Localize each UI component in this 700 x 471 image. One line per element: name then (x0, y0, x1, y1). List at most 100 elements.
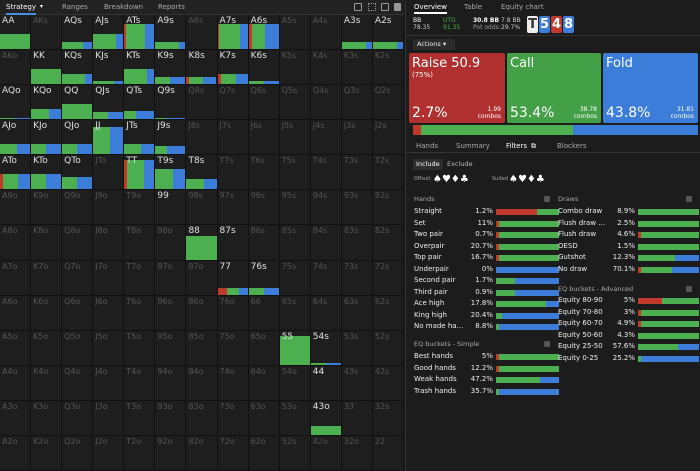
hand-category-row[interactable]: Overpair 20.7% (414, 242, 559, 252)
hand-cell[interactable]: Q9o (62, 190, 94, 226)
filter-icon[interactable]: ⧉ (531, 142, 536, 150)
hand-cell[interactable]: A8s (186, 15, 218, 51)
hand-cell[interactable]: T9s (155, 155, 187, 191)
hand-cell[interactable]: K3o (31, 400, 63, 436)
call-box[interactable]: Call 53.4% 38.78 combos (507, 53, 601, 123)
hand-cell[interactable]: QTs (124, 85, 156, 121)
hand-cell[interactable]: J6s (248, 120, 280, 156)
draws-checkbox[interactable] (686, 196, 692, 202)
hand-cell[interactable]: J4s (310, 120, 342, 156)
hand-cell[interactable]: K4s (310, 50, 342, 86)
hand-cell[interactable]: J8s (186, 120, 218, 156)
hand-cell[interactable]: 55 (279, 330, 311, 366)
hand-cell[interactable]: KTs (124, 50, 156, 86)
hand-cell[interactable]: Q2s (372, 85, 404, 121)
hand-cell[interactable]: 66 (248, 295, 280, 331)
hand-cell[interactable]: J9s (155, 120, 187, 156)
hand-cell[interactable]: A6o (0, 295, 32, 331)
hand-cell[interactable]: 76s (248, 260, 280, 296)
hand-cell[interactable]: 85s (279, 225, 311, 261)
hand-cell[interactable]: K3s (341, 50, 373, 86)
actions-dropdown[interactable]: Actions ▾ (413, 39, 455, 50)
hand-cell[interactable]: JTo (93, 155, 125, 191)
subtab-blockers[interactable]: Blockers (557, 142, 587, 150)
hand-cell[interactable]: Q5s (279, 85, 311, 121)
hand-cell[interactable]: 33 (341, 400, 373, 436)
hand-cell[interactable]: 95o (155, 330, 187, 366)
subtab-hands[interactable]: Hands (416, 142, 439, 150)
hand-cell[interactable]: 75s (279, 260, 311, 296)
grid-small-icon[interactable] (368, 3, 376, 11)
tab-strategy[interactable]: Strategy (6, 0, 36, 15)
hand-cell[interactable]: A4s (310, 15, 342, 51)
hand-cell[interactable]: A9s (155, 15, 187, 51)
hand-category-row[interactable]: Two pair 0.7% (414, 230, 559, 240)
hand-category-row[interactable]: Second pair 1.7% (414, 276, 559, 286)
hand-cell[interactable]: J8o (93, 225, 125, 261)
hand-cell[interactable]: 44 (310, 365, 342, 401)
hand-cell[interactable]: 84o (186, 365, 218, 401)
hand-cell[interactable]: 75o (217, 330, 249, 366)
hand-cell[interactable]: 65o (248, 330, 280, 366)
hand-cell[interactable]: T6s (248, 155, 280, 191)
hand-cell[interactable]: 86s (248, 225, 280, 261)
hand-category-row[interactable]: King high 20.4% (414, 311, 559, 321)
eq-adv-row[interactable]: Equity 0-25 25.2% (558, 354, 699, 364)
suited-suits-icon[interactable]: ♠♥♦♣ (509, 174, 545, 185)
subtab-summary[interactable]: Summary (456, 142, 490, 150)
fold-box[interactable]: Fold 43.8% 31.81 combos (603, 53, 698, 123)
hand-cell[interactable]: T6o (124, 295, 156, 331)
tab-breakdown[interactable]: Breakdown (104, 3, 144, 11)
list-view-icon[interactable] (381, 3, 389, 11)
hand-cell[interactable]: 94s (310, 190, 342, 226)
hand-cell[interactable]: J2o (93, 435, 125, 471)
hand-cell[interactable]: J3s (341, 120, 373, 156)
hand-cell[interactable]: J7s (217, 120, 249, 156)
hand-cell[interactable]: TT (124, 155, 156, 191)
hand-cell[interactable]: QQ (62, 85, 94, 121)
hand-cell[interactable]: A3s (341, 15, 373, 51)
hand-cell[interactable]: 64s (310, 295, 342, 331)
hand-cell[interactable]: K6o (31, 295, 63, 331)
hand-cell[interactable]: 86o (186, 295, 218, 331)
hand-cell[interactable]: T4s (310, 155, 342, 191)
hand-cell[interactable]: 52o (279, 435, 311, 471)
hand-cell[interactable]: K7s (217, 50, 249, 86)
hands-checkbox[interactable] (544, 196, 550, 202)
hand-cell[interactable]: 52s (372, 330, 404, 366)
hand-cell[interactable]: Q7s (217, 85, 249, 121)
hand-cell[interactable]: J5s (279, 120, 311, 156)
hand-cell[interactable]: 97s (217, 190, 249, 226)
eq-adv-row[interactable]: Equity 70-80 3% (558, 308, 699, 318)
hand-cell[interactable]: QTo (62, 155, 94, 191)
hand-cell[interactable]: T8s (186, 155, 218, 191)
hand-cell[interactable]: ATo (0, 155, 32, 191)
hand-cell[interactable]: T2o (124, 435, 156, 471)
hand-cell[interactable]: QJs (93, 85, 125, 121)
hand-cell[interactable]: 96o (155, 295, 187, 331)
hand-category-row[interactable]: Straight 1.2% (414, 207, 559, 217)
hand-cell[interactable]: Q8o (62, 225, 94, 261)
hand-cell[interactable]: Q3o (62, 400, 94, 436)
hand-cell[interactable]: 42s (372, 365, 404, 401)
hand-cell[interactable]: J3o (93, 400, 125, 436)
hand-cell[interactable]: K5o (31, 330, 63, 366)
eq-adv-row[interactable]: Equity 60-70 4.9% (558, 319, 699, 329)
draw-category-row[interactable]: Combo draw 8.9% (558, 207, 699, 217)
hand-cell[interactable]: 83o (186, 400, 218, 436)
hand-cell[interactable]: ATs (124, 15, 156, 51)
hand-cell[interactable]: Q4s (310, 85, 342, 121)
hand-cell[interactable]: 82o (186, 435, 218, 471)
tab-equity-chart[interactable]: Equity chart (501, 3, 544, 11)
hand-cell[interactable]: 43s (341, 365, 373, 401)
hand-cell[interactable]: 74o (217, 365, 249, 401)
hand-category-row[interactable]: Top pair 16.7% (414, 253, 559, 263)
tab-overview[interactable]: Overview (414, 0, 447, 14)
hand-cell[interactable]: K9s (155, 50, 187, 86)
hand-category-row[interactable]: No made ha... 8.8% (414, 322, 559, 332)
hand-cell[interactable]: KQs (62, 50, 94, 86)
offsuit-suits-icon[interactable]: ♠♥♦♣ (433, 174, 469, 185)
hand-cell[interactable]: K9o (31, 190, 63, 226)
hand-cell[interactable]: T7s (217, 155, 249, 191)
grid-view-icon[interactable] (354, 3, 362, 11)
